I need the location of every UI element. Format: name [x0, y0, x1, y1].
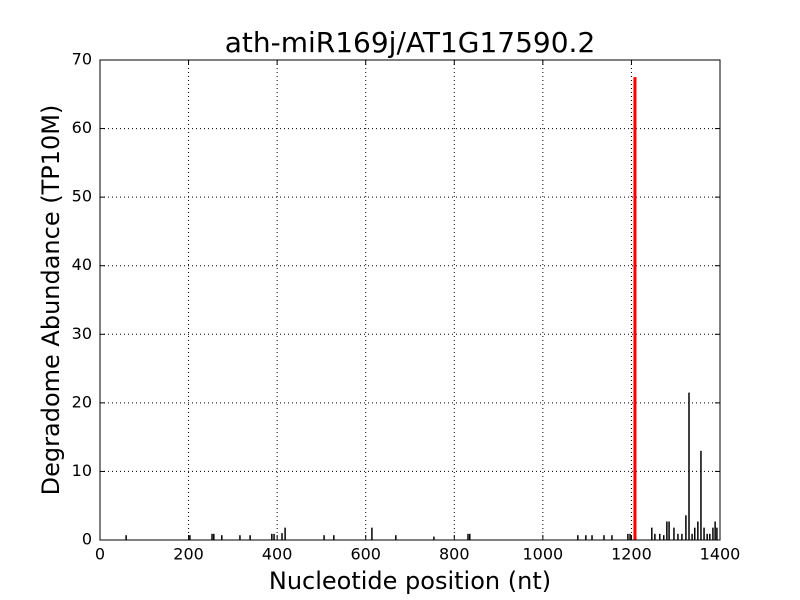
- y-tick-label: 50: [72, 187, 92, 206]
- y-tick-label: 60: [72, 118, 92, 137]
- x-tick-label: 600: [350, 545, 381, 564]
- x-tick-label: 1200: [611, 545, 652, 564]
- y-tick-label: 30: [72, 324, 92, 343]
- y-tick-label: 10: [72, 461, 92, 480]
- x-tick-label: 400: [262, 545, 293, 564]
- y-tick-label: 70: [72, 50, 92, 69]
- x-axis-label: Nucleotide position (nt): [269, 567, 551, 595]
- x-tick-label: 1400: [700, 545, 741, 564]
- y-tick-label: 0: [82, 530, 92, 549]
- plot-frame: [99, 59, 721, 541]
- chart-title: ath-miR169j/AT1G17590.2: [225, 26, 596, 59]
- y-tick-label: 20: [72, 392, 92, 411]
- y-axis-label: Degradome Abundance (TP10M): [37, 105, 65, 496]
- x-tick-label: 200: [173, 545, 204, 564]
- x-tick-label: 800: [439, 545, 470, 564]
- y-tick-label: 40: [72, 255, 92, 274]
- x-tick-label: 1000: [522, 545, 563, 564]
- x-tick-label: 0: [95, 545, 105, 564]
